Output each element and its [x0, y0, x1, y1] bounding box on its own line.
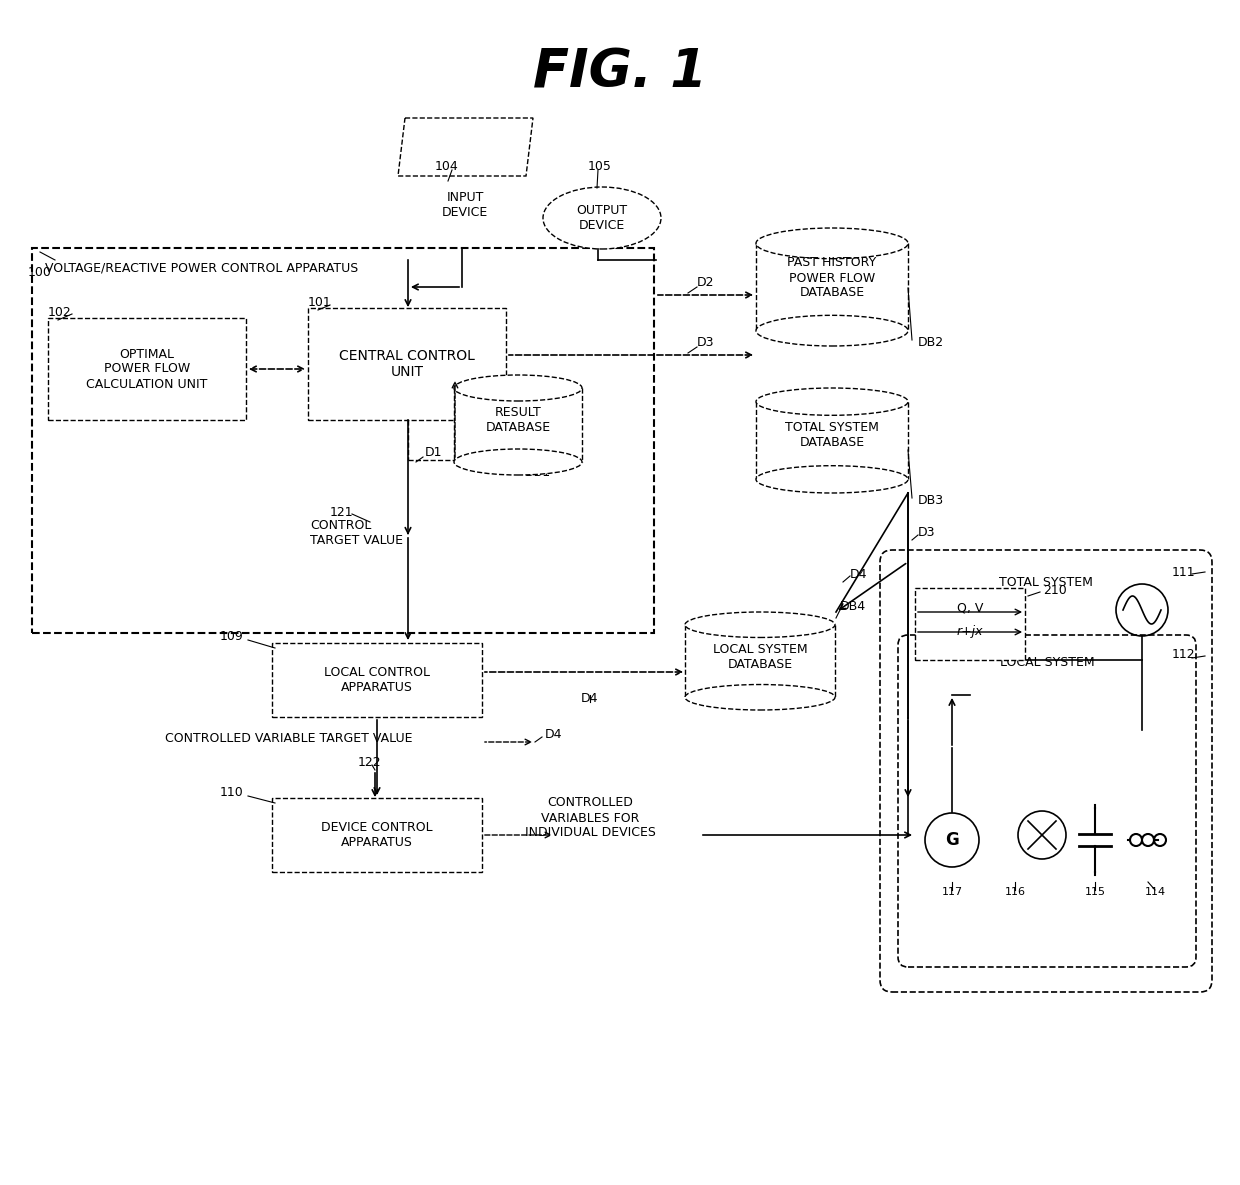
- Text: CONTROLLED VARIABLE TARGET VALUE: CONTROLLED VARIABLE TARGET VALUE: [165, 731, 413, 744]
- Text: VOLTAGE/REACTIVE POWER CONTROL APPARATUS: VOLTAGE/REACTIVE POWER CONTROL APPARATUS: [45, 262, 358, 275]
- Text: LOCAL SYSTEM
DATABASE: LOCAL SYSTEM DATABASE: [713, 643, 807, 671]
- Text: DB1: DB1: [525, 466, 551, 479]
- Polygon shape: [398, 118, 533, 177]
- Bar: [756, 402, 908, 480]
- Text: 210: 210: [1043, 583, 1066, 596]
- Text: PAST HISTORY
POWER FLOW
DATABASE: PAST HISTORY POWER FLOW DATABASE: [787, 256, 877, 300]
- Text: D3: D3: [697, 337, 714, 350]
- Text: Q, V: Q, V: [957, 602, 983, 615]
- Text: 105: 105: [588, 160, 611, 173]
- FancyBboxPatch shape: [880, 550, 1211, 992]
- Text: 101: 101: [308, 295, 332, 308]
- Text: D4: D4: [849, 568, 868, 581]
- Bar: [756, 243, 908, 331]
- Text: TOTAL SYSTEM: TOTAL SYSTEM: [999, 576, 1092, 589]
- Text: DB3: DB3: [918, 493, 944, 506]
- Text: 121: 121: [330, 506, 353, 519]
- Text: 115: 115: [1085, 888, 1106, 897]
- Text: G: G: [945, 831, 959, 848]
- Text: TOTAL SYSTEM
DATABASE: TOTAL SYSTEM DATABASE: [785, 421, 879, 449]
- Text: OUTPUT
DEVICE: OUTPUT DEVICE: [577, 204, 627, 232]
- Bar: [684, 624, 835, 697]
- Ellipse shape: [684, 685, 835, 710]
- Bar: [454, 387, 582, 462]
- FancyBboxPatch shape: [48, 318, 246, 419]
- Ellipse shape: [543, 187, 661, 249]
- Text: LOCAL CONTROL
APPARATUS: LOCAL CONTROL APPARATUS: [324, 666, 430, 694]
- Ellipse shape: [454, 374, 582, 401]
- Text: 116: 116: [1004, 888, 1025, 897]
- Text: CONTROL
TARGET VALUE: CONTROL TARGET VALUE: [310, 519, 403, 547]
- Text: 104: 104: [435, 160, 459, 173]
- Text: r+jx: r+jx: [957, 626, 983, 639]
- Ellipse shape: [756, 466, 908, 493]
- FancyBboxPatch shape: [915, 588, 1025, 660]
- FancyBboxPatch shape: [32, 248, 653, 633]
- Ellipse shape: [454, 449, 582, 475]
- FancyBboxPatch shape: [898, 635, 1197, 967]
- FancyBboxPatch shape: [308, 308, 506, 419]
- Text: INPUT
DEVICE: INPUT DEVICE: [441, 191, 489, 219]
- Text: 111: 111: [1172, 565, 1195, 578]
- FancyBboxPatch shape: [272, 643, 482, 717]
- Text: 114: 114: [1145, 888, 1166, 897]
- Text: LOCAL SYSTEM: LOCAL SYSTEM: [999, 656, 1095, 670]
- Text: DB2: DB2: [918, 335, 944, 348]
- Text: 109: 109: [219, 630, 244, 643]
- Text: 102: 102: [48, 306, 72, 319]
- Ellipse shape: [756, 387, 908, 415]
- Text: CONTROLLED
VARIABLES FOR
INDIVIDUAL DEVICES: CONTROLLED VARIABLES FOR INDIVIDUAL DEVI…: [525, 796, 656, 839]
- Text: 117: 117: [941, 888, 962, 897]
- Ellipse shape: [756, 315, 908, 346]
- Text: D4: D4: [582, 692, 599, 705]
- Text: 122: 122: [358, 756, 382, 769]
- Text: 110: 110: [219, 786, 244, 799]
- Text: D4: D4: [546, 729, 563, 742]
- Text: 112: 112: [1172, 648, 1195, 661]
- Text: D1: D1: [425, 447, 443, 460]
- Text: CENTRAL CONTROL
UNIT: CENTRAL CONTROL UNIT: [339, 348, 475, 379]
- Ellipse shape: [684, 611, 835, 638]
- Text: RESULT
DATABASE: RESULT DATABASE: [485, 406, 551, 434]
- Text: FIG. 1: FIG. 1: [533, 46, 707, 98]
- Text: OPTIMAL
POWER FLOW
CALCULATION UNIT: OPTIMAL POWER FLOW CALCULATION UNIT: [87, 347, 207, 391]
- Text: 100: 100: [29, 265, 52, 278]
- Text: DB4: DB4: [839, 601, 866, 614]
- FancyBboxPatch shape: [272, 798, 482, 872]
- Text: D2: D2: [697, 276, 714, 289]
- Ellipse shape: [756, 228, 908, 258]
- Text: D3: D3: [918, 525, 935, 538]
- Text: DEVICE CONTROL
APPARATUS: DEVICE CONTROL APPARATUS: [321, 821, 433, 848]
